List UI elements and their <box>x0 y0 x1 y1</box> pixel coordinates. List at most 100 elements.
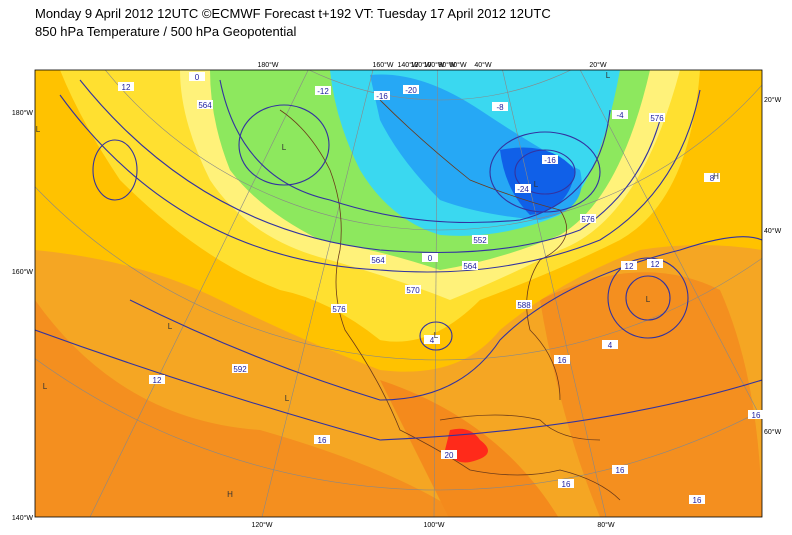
top-label: 120°W <box>410 61 431 69</box>
contour-label-bg <box>516 300 532 309</box>
top-label: 100°W <box>423 61 444 69</box>
contour-label-group: -16 <box>542 155 558 165</box>
right-label: 20°W <box>764 96 782 104</box>
contour-label-bg <box>612 110 628 119</box>
contour-label-group: 16 <box>748 410 764 420</box>
contour-label-group: 8 <box>704 173 720 183</box>
contour-label: 12 <box>122 83 131 92</box>
contour-label-group: 20 <box>441 450 457 460</box>
left-label: 140°W <box>12 514 33 522</box>
contour-label-bg <box>314 435 330 444</box>
contour-label: 16 <box>693 496 702 505</box>
contour-label: 570 <box>406 286 420 295</box>
top-label: 160°W <box>372 61 393 69</box>
contour-label-bg <box>331 304 347 313</box>
title: Monday 9 April 2012 12UTC ©ECMWF Forecas… <box>35 6 551 21</box>
contour-label: 576 <box>650 114 664 123</box>
contour-label-group: 592 <box>232 364 248 374</box>
contour-label-group: -16 <box>374 91 390 101</box>
contour-label-group: 576 <box>649 113 665 123</box>
contour-label: -16 <box>376 92 388 101</box>
contour-label-group: 588 <box>516 300 532 310</box>
contour-label-group: 4 <box>602 340 618 350</box>
top-label: 40°W <box>474 61 492 69</box>
contour-label-group: 16 <box>314 435 330 445</box>
contour-label: 552 <box>473 236 487 245</box>
bottom-label: 100°W <box>423 521 444 529</box>
pressure-center: L <box>606 71 611 80</box>
contour-label-bg <box>462 261 478 270</box>
contour-label: 4 <box>430 336 435 345</box>
contour-label-bg <box>602 340 618 349</box>
contour-label-group: 564 <box>462 261 478 271</box>
contour-label-group: -20 <box>403 85 419 95</box>
contour-label-bg <box>649 113 665 122</box>
top-label: 80°W <box>438 61 456 69</box>
contour-label-group: 16 <box>554 355 570 365</box>
contour-label-group: 16 <box>558 479 574 489</box>
contour-label: 576 <box>581 215 595 224</box>
contour-label: 564 <box>371 256 385 265</box>
graticule <box>35 70 762 517</box>
contour-label-bg <box>189 72 205 81</box>
contour-label: 0 <box>195 73 200 82</box>
contour-label: 16 <box>752 411 761 420</box>
contour-label-bg <box>748 410 764 419</box>
left-label: 160°W <box>12 268 33 276</box>
contour-label: 592 <box>233 365 247 374</box>
contour-label: 564 <box>198 101 212 110</box>
contour-label-bg <box>558 479 574 488</box>
contour-label-group: -12 <box>315 86 331 96</box>
contour-label-group: 564 <box>197 100 213 110</box>
bottom-label: 80°W <box>597 521 615 529</box>
contour-label-bg <box>612 465 628 474</box>
bottom-label: 120°W <box>251 521 272 529</box>
contour-label-bg <box>492 102 508 111</box>
contour-label-bg <box>580 214 596 223</box>
contour-label-group: 564 <box>370 255 386 265</box>
pressure-center: H <box>713 172 719 181</box>
contour-label: -4 <box>616 111 624 120</box>
pressure-center: L <box>43 382 48 391</box>
pressure-center: L <box>534 180 539 189</box>
contour-label-group: 16 <box>689 495 705 505</box>
contour-label-group: 4 <box>424 335 440 345</box>
contour-label-bg <box>315 86 331 95</box>
contour-label: 16 <box>558 356 567 365</box>
contour-label-group: 12 <box>118 82 134 92</box>
contour-label-bg <box>441 450 457 459</box>
coastline <box>279 99 621 501</box>
contour-label: -16 <box>544 156 556 165</box>
contour-label-bg <box>232 364 248 373</box>
contour-label-bg <box>197 100 213 109</box>
contour-label-group: 0 <box>189 72 205 82</box>
contour-label-bg <box>405 285 421 294</box>
map-frame <box>34 69 763 518</box>
contour-label: -20 <box>405 86 417 95</box>
contour-label-bg <box>424 335 440 344</box>
left-label: 180°W <box>12 109 33 117</box>
contour-label: 564 <box>463 262 477 271</box>
contour-label-bg <box>118 82 134 91</box>
top-label: 20°W <box>589 61 607 69</box>
contour-label: 588 <box>517 301 531 310</box>
contour-label-bg <box>689 495 705 504</box>
field <box>35 70 762 517</box>
pressure-center: L <box>434 331 439 340</box>
contour-label-group: 570 <box>405 285 421 295</box>
contour-label-group: 12 <box>149 375 165 385</box>
contour-label: 4 <box>608 341 613 350</box>
contour-label: -8 <box>496 103 504 112</box>
contour-label-bg <box>542 155 558 164</box>
pressure-center: L <box>36 125 41 134</box>
contour-label-group: 12 <box>621 261 637 271</box>
contour-label-group: -8 <box>492 102 508 112</box>
contour-label-bg <box>704 173 720 182</box>
contour-label-group: 16 <box>612 465 628 475</box>
pressure-center: L <box>646 295 651 304</box>
contour-label-bg <box>621 261 637 270</box>
contour-label: 20 <box>445 451 454 460</box>
pressure-center: H <box>227 490 233 499</box>
contour-label-bg <box>647 259 663 268</box>
